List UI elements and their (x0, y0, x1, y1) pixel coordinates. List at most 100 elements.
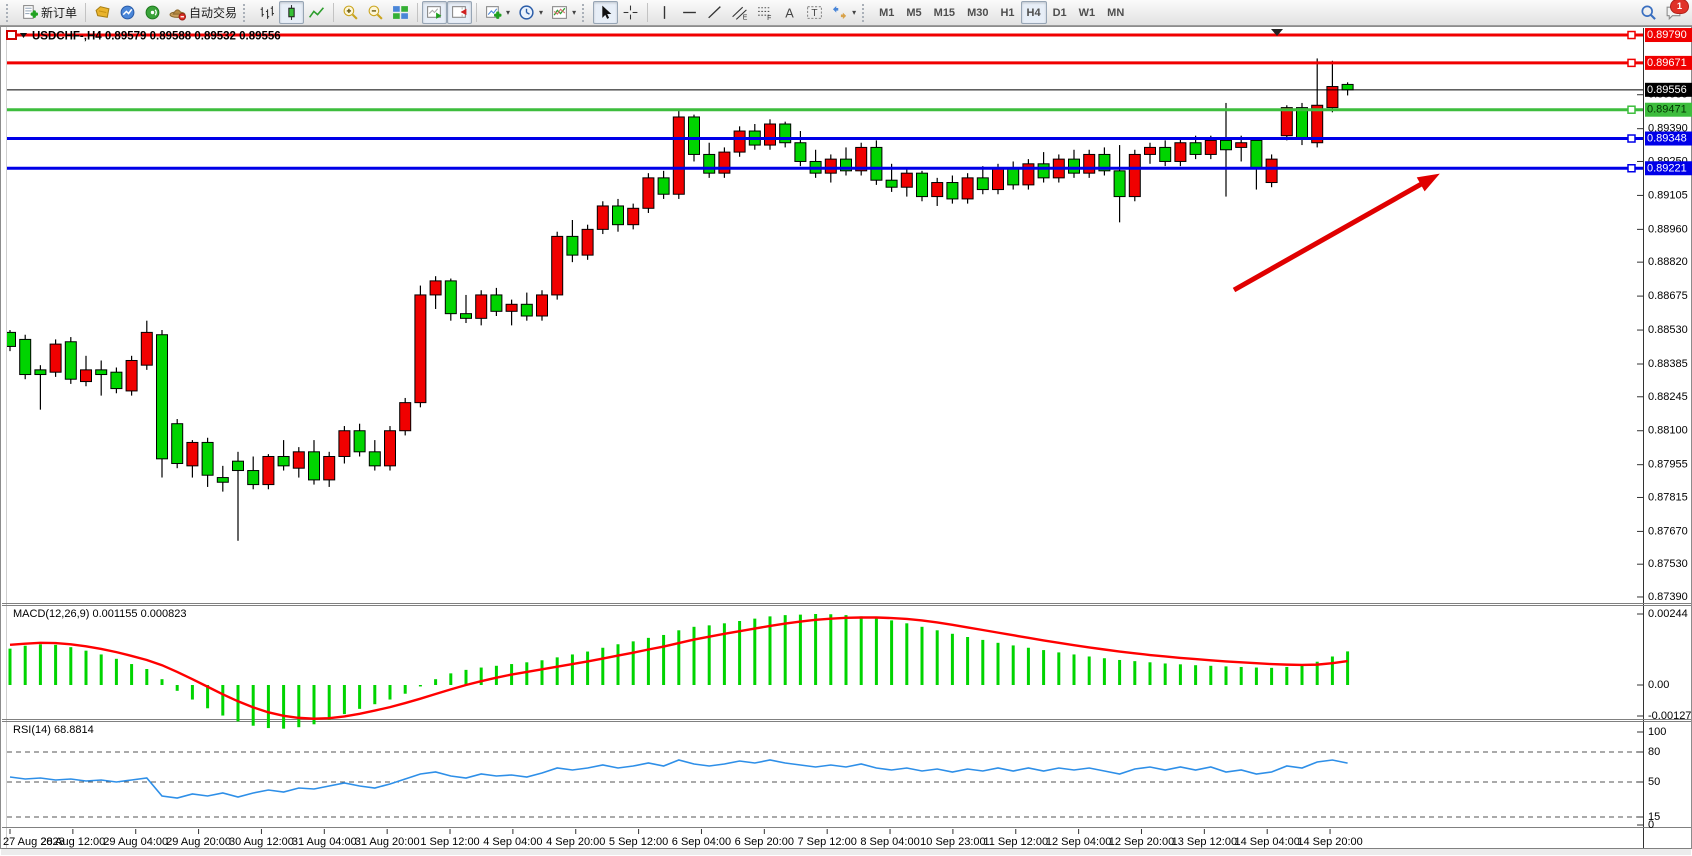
svg-text:-0.001273: -0.001273 (1648, 710, 1692, 722)
timeframe-D1[interactable]: D1 (1052, 6, 1067, 19)
horizontal-line-button[interactable] (677, 1, 702, 24)
chart-menu-icon[interactable] (20, 33, 27, 38)
timeframe-M1[interactable]: M1 (879, 6, 895, 19)
tile-windows-icon (393, 6, 408, 19)
bar-chart-button[interactable] (254, 1, 279, 24)
candles-layer (7, 58, 1354, 541)
text-label-icon: T (807, 6, 823, 19)
svg-text:T: T (811, 8, 817, 19)
hline-handle[interactable] (1627, 30, 1636, 40)
svg-text:80: 80 (1648, 746, 1660, 758)
svg-text:30 Aug 12:00: 30 Aug 12:00 (229, 836, 294, 848)
chevron-down-icon: ▾ (539, 8, 544, 17)
macd-pane: MACD(12,26,9) 0.001155 0.000823 0.00244 0.… (8, 608, 1692, 729)
toolbar-grip (6, 3, 13, 22)
hline-handle[interactable] (1627, 105, 1636, 114)
svg-text:0.00: 0.00 (1648, 679, 1669, 691)
tile-windows-button[interactable] (388, 1, 413, 24)
svg-text:RSI(14) 68.8814: RSI(14) 68.8814 (13, 724, 94, 736)
indicators-button[interactable]: ▾ (481, 1, 514, 24)
svg-text:A: A (785, 5, 794, 20)
svg-text:0.88245: 0.88245 (1648, 391, 1688, 403)
svg-text:31 Aug 04:00: 31 Aug 04:00 (292, 836, 357, 848)
svg-text:0.88100: 0.88100 (1648, 425, 1688, 437)
text-button[interactable]: A (777, 1, 802, 24)
chart-shift-marker[interactable] (1271, 29, 1283, 36)
svg-text:0.89790: 0.89790 (1647, 29, 1687, 41)
vertical-line-icon (663, 6, 666, 19)
fibonacci-button[interactable]: F (752, 1, 777, 24)
svg-text:0.88960: 0.88960 (1648, 223, 1688, 235)
text-label-button[interactable]: T (802, 1, 827, 24)
chevron-down-icon: ▾ (572, 8, 577, 17)
svg-text:1 Sep 12:00: 1 Sep 12:00 (420, 836, 479, 848)
toolbar-right-tools: 1 (1640, 0, 1689, 21)
svg-text:100: 100 (1648, 726, 1666, 738)
trendline-icon (708, 6, 721, 19)
svg-text:14 Sep 20:00: 14 Sep 20:00 (1297, 836, 1362, 848)
timeframe-M5[interactable]: M5 (906, 6, 922, 19)
notifications-button[interactable]: 1 (1665, 0, 1689, 21)
svg-text:0.88675: 0.88675 (1648, 290, 1688, 302)
search-icon[interactable] (1640, 4, 1657, 21)
trend-arrow[interactable] (1232, 173, 1440, 293)
channel-icon: E (732, 6, 748, 21)
line-chart-icon (308, 7, 325, 18)
svg-text:0.87670: 0.87670 (1648, 525, 1688, 537)
notification-badge: 1 (1670, 0, 1689, 14)
svg-text:6 Sep 04:00: 6 Sep 04:00 (672, 836, 731, 848)
toolbar-separator (417, 3, 419, 22)
auto-scroll-button[interactable] (422, 1, 448, 24)
toolbar-separator (333, 3, 335, 22)
svg-text:8 Sep 04:00: 8 Sep 04:00 (860, 836, 919, 848)
chart-shift-button[interactable] (447, 1, 473, 24)
svg-text:4 Sep 20:00: 4 Sep 20:00 (546, 836, 605, 848)
market-watch-icon (120, 5, 135, 20)
cursor-button[interactable] (593, 1, 619, 24)
trendline-button[interactable] (702, 1, 727, 24)
zoom-in-button[interactable] (338, 1, 363, 24)
signals-icon (145, 5, 160, 20)
signals-button[interactable] (140, 1, 165, 24)
hline-handle[interactable] (1627, 164, 1636, 173)
toolbar-grip (862, 3, 869, 22)
timeframe-MN[interactable]: MN (1107, 6, 1125, 19)
crosshair-button[interactable] (618, 1, 643, 24)
vertical-line-button[interactable] (652, 1, 677, 24)
arrows-tool-button[interactable]: ▾ (827, 1, 860, 24)
profiles-button[interactable] (90, 1, 115, 24)
svg-text:0.89671: 0.89671 (1647, 57, 1687, 69)
hline-handle[interactable] (1627, 58, 1636, 68)
timeframe-H4[interactable]: H4 (1020, 1, 1047, 24)
svg-text:12 Sep 20:00: 12 Sep 20:00 (1109, 836, 1174, 848)
line-chart-button[interactable] (304, 1, 329, 24)
indicators-icon (486, 6, 502, 19)
timeframe-H1[interactable]: H1 (1000, 6, 1015, 19)
timeframe-W1[interactable]: W1 (1078, 6, 1096, 19)
timeframe-M30[interactable]: M30 (967, 6, 989, 19)
periods-button[interactable]: ▾ (514, 1, 547, 24)
equidistant-channel-button[interactable]: E (727, 1, 752, 24)
candlestick-chart-button[interactable] (279, 1, 305, 24)
svg-text:0.89105: 0.89105 (1648, 189, 1688, 201)
templates-button[interactable]: ▾ (547, 1, 580, 24)
svg-text:14 Sep 04:00: 14 Sep 04:00 (1234, 836, 1299, 848)
cursor-icon (602, 5, 612, 19)
svg-text:0.00244: 0.00244 (1648, 608, 1688, 620)
svg-text:E: E (743, 14, 748, 21)
timeframe-M15[interactable]: M15 (933, 6, 956, 19)
market-watch-button[interactable] (115, 1, 140, 24)
autotrading-button[interactable]: 自动交易 (165, 1, 241, 24)
svg-text:28 Aug 12:00: 28 Aug 12:00 (40, 836, 105, 848)
zoom-out-button[interactable] (363, 1, 388, 24)
svg-text:27 Aug 2023: 27 Aug 2023 (3, 836, 65, 848)
hline-handle[interactable] (1627, 134, 1636, 143)
horizontal-lines-layer[interactable]: 0.89790 0.89671 0.89556 0.89471 0.89348 0.892… (7, 28, 1692, 176)
zoom-out-icon (368, 5, 383, 20)
svg-text:0.88530: 0.88530 (1648, 324, 1688, 336)
svg-text:0.87955: 0.87955 (1648, 459, 1688, 471)
new-order-button[interactable]: 新订单 (17, 1, 81, 24)
